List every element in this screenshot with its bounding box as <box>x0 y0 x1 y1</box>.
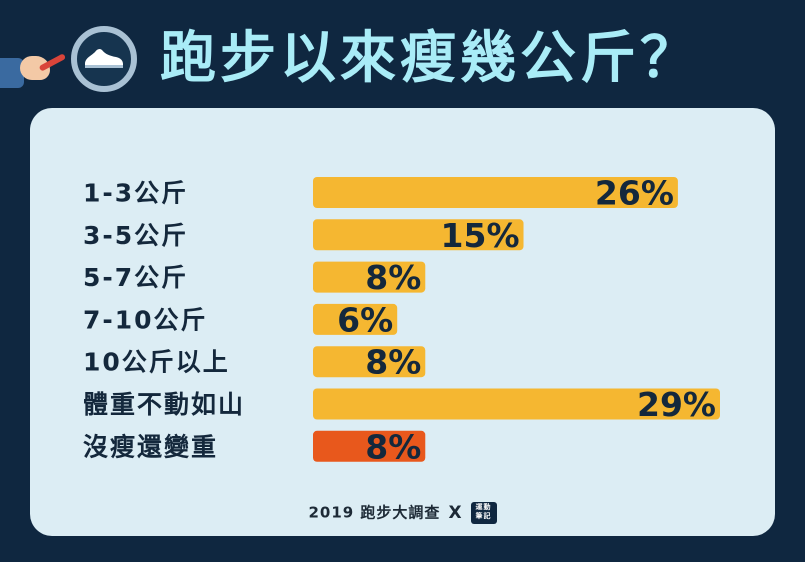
category-label: 7-10公斤 <box>83 305 208 334</box>
header: 跑步以來瘦幾公斤？ <box>0 0 805 110</box>
footer: 2019 跑步大調查 X 運動 筆記 <box>30 502 775 524</box>
value-label: 26% <box>595 174 674 213</box>
shoe-icon <box>83 44 125 72</box>
magnifier-shoe-icon <box>71 26 137 92</box>
x-separator: X <box>448 503 462 523</box>
category-label: 10公斤以上 <box>83 348 230 377</box>
logo-line-1: 運動 <box>476 503 492 511</box>
bar-chart: 1-3公斤 26% 3-5公斤 15% 5-7公斤 8% 7-10公斤 6% 10公斤以上 8% 體… <box>30 108 775 498</box>
value-label: 6% <box>337 300 393 339</box>
category-label: 5-7公斤 <box>83 263 188 292</box>
value-label: 8% <box>365 343 421 382</box>
category-label: 沒瘦還變重 <box>83 432 218 461</box>
brand-logo: 運動 筆記 <box>471 502 497 524</box>
chart-panel: 1-3公斤 26% 3-5公斤 15% 5-7公斤 8% 7-10公斤 6% 10公斤以上 8% 體… <box>30 108 775 536</box>
value-label: 8% <box>365 427 421 466</box>
category-label: 體重不動如山 <box>83 390 245 419</box>
category-label: 1-3公斤 <box>83 179 188 208</box>
logo-line-2: 筆記 <box>476 512 492 520</box>
value-label: 8% <box>365 258 421 297</box>
value-label: 29% <box>637 385 716 424</box>
value-label: 15% <box>441 216 520 255</box>
page-title: 跑步以來瘦幾公斤？ <box>160 26 700 92</box>
category-label: 3-5公斤 <box>83 221 188 250</box>
survey-label: 2019 跑步大調查 <box>308 504 440 522</box>
